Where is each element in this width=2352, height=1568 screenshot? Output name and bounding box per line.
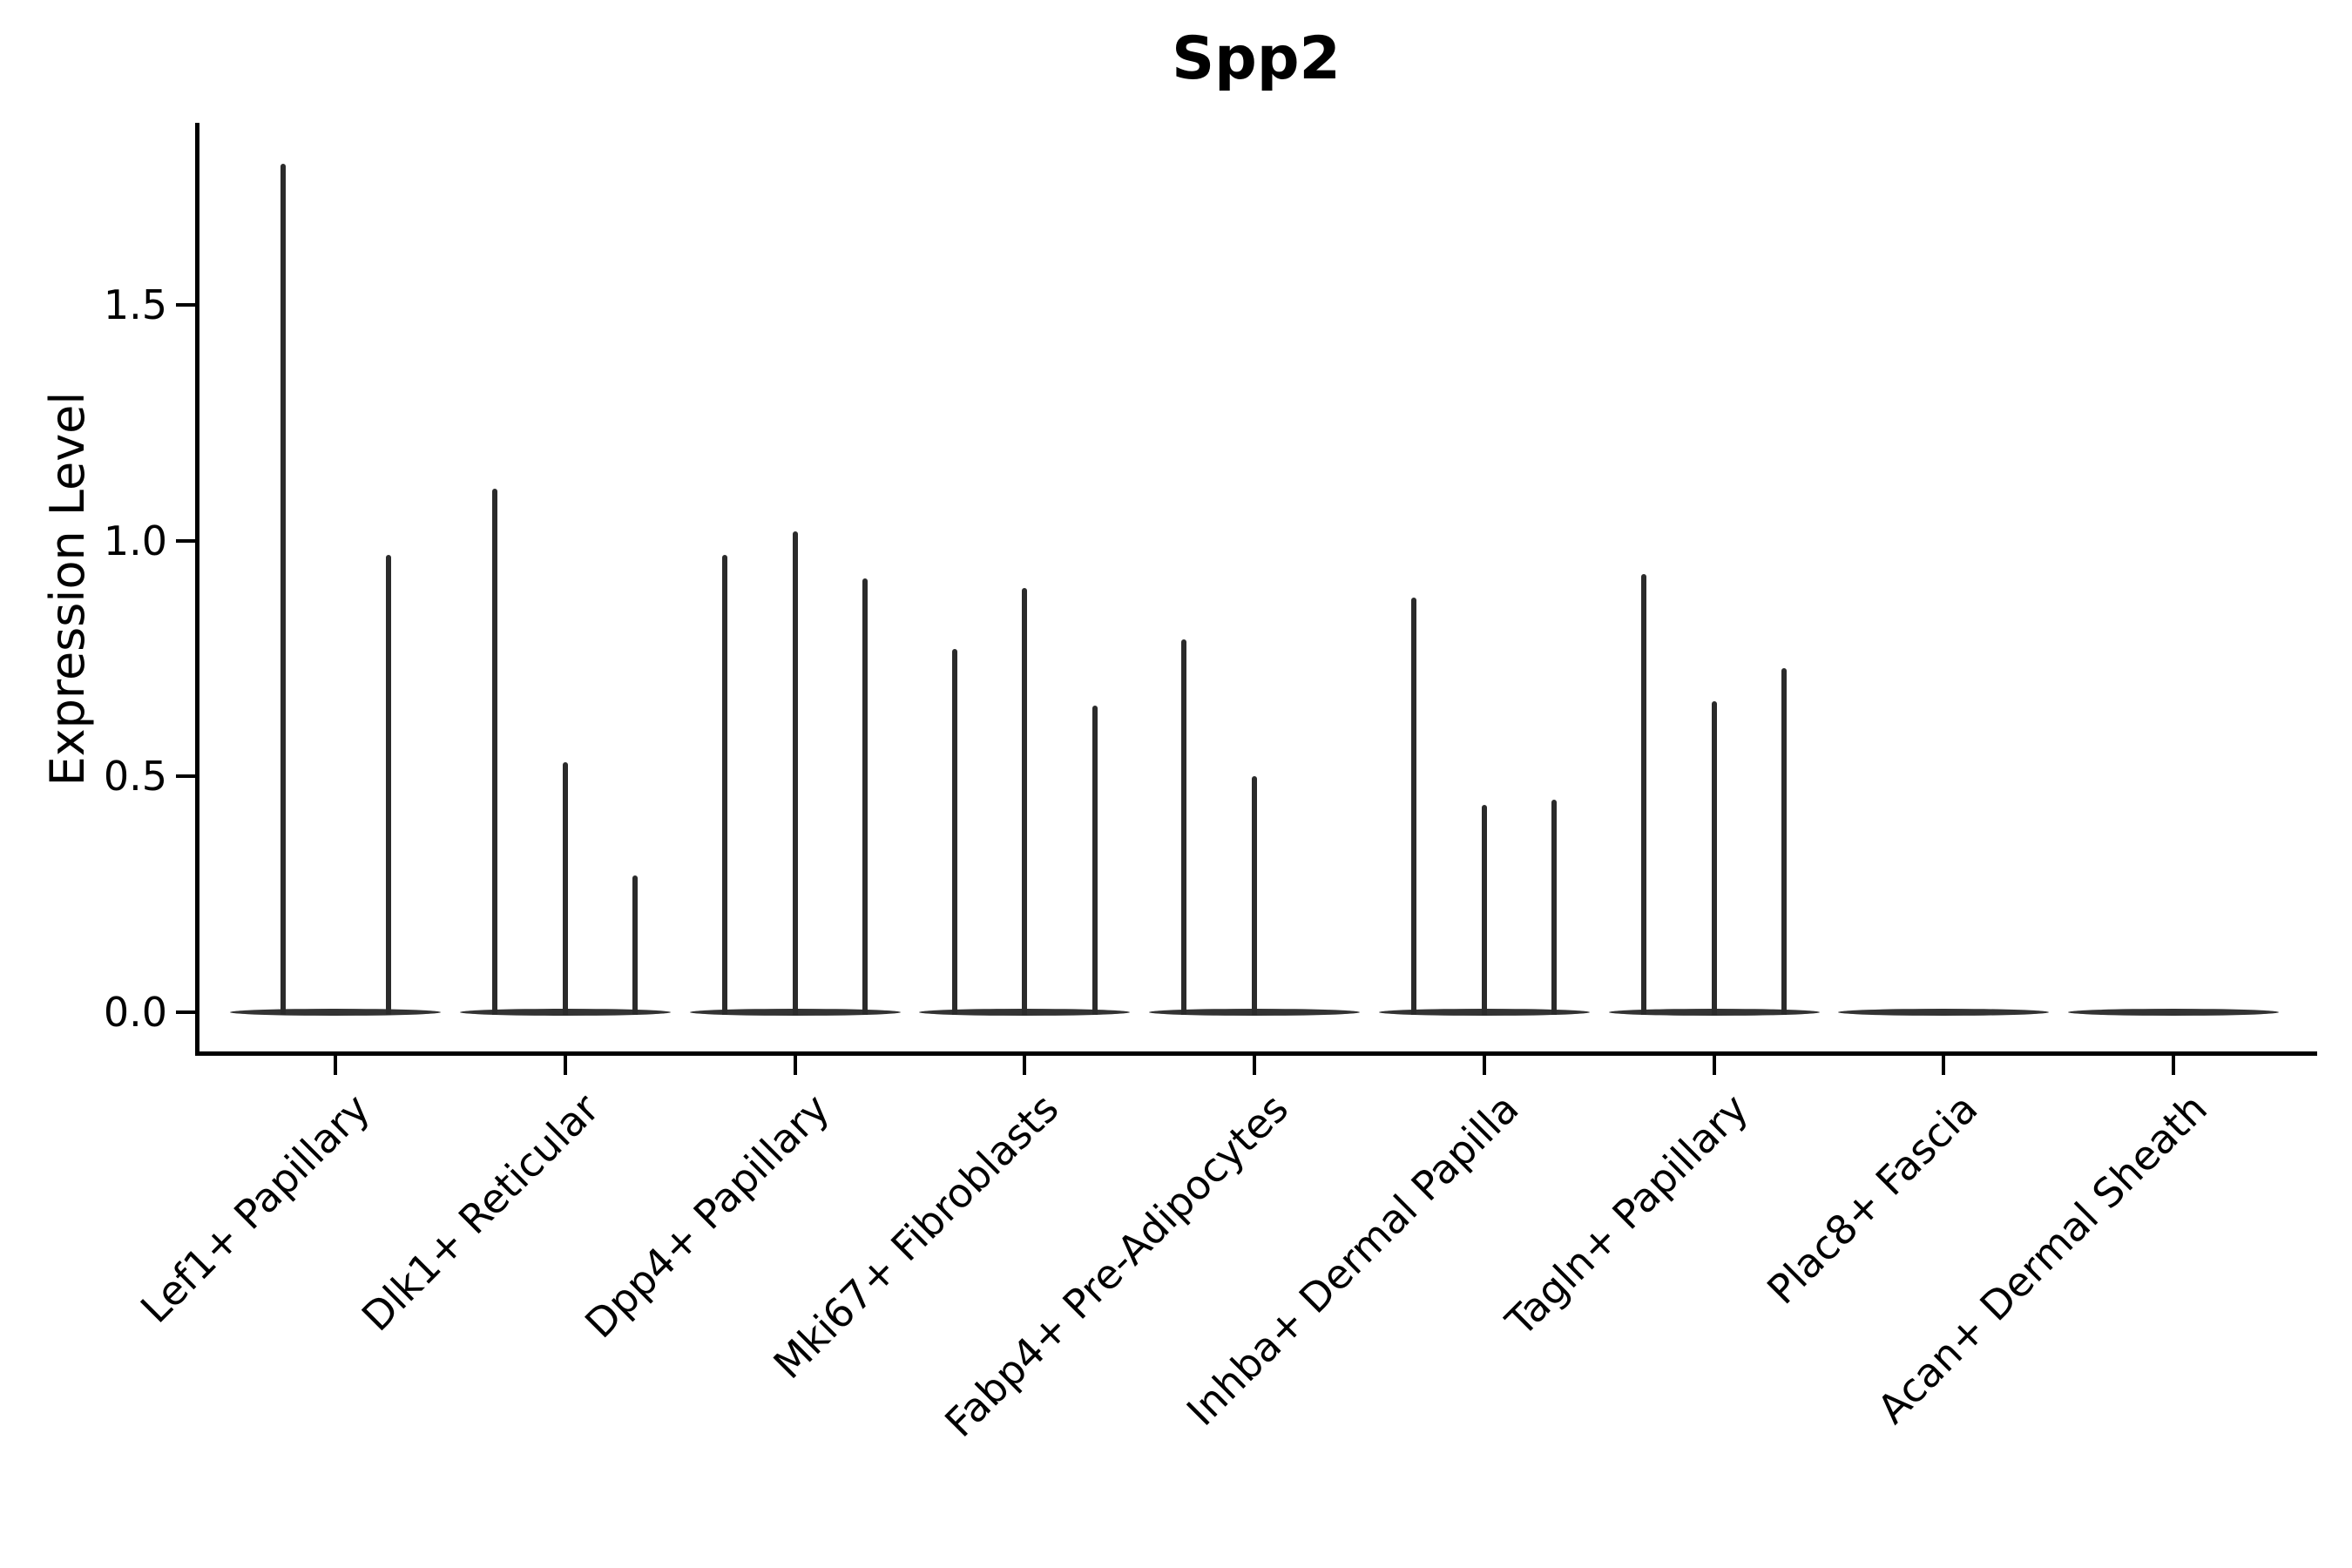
- violin-spike: [280, 163, 286, 1015]
- violin-baseline: [2068, 1009, 2279, 1016]
- violin-spike: [792, 531, 798, 1015]
- violin-spike: [1092, 706, 1098, 1015]
- y-tick-mark: [176, 538, 195, 543]
- y-tick-label: 0.0: [103, 989, 167, 1036]
- x-tick-mark: [1942, 1056, 1946, 1075]
- x-tick-label: Lef1+ Papillary: [131, 1085, 379, 1333]
- x-tick-mark: [1482, 1056, 1486, 1075]
- y-tick-label: 1.5: [103, 281, 167, 328]
- x-tick-mark: [1023, 1056, 1027, 1075]
- violin-spike: [721, 554, 727, 1015]
- x-tick-mark: [793, 1056, 797, 1075]
- violin-spike: [385, 554, 391, 1015]
- violin-spike: [562, 762, 568, 1015]
- y-tick-mark: [176, 774, 195, 779]
- x-tick-mark: [563, 1056, 567, 1075]
- chart-title: Spp2: [1172, 24, 1341, 93]
- y-tick-label: 0.5: [103, 753, 167, 801]
- violin-spike: [1481, 804, 1487, 1015]
- y-axis-spine: [195, 123, 199, 1056]
- y-tick-mark: [176, 1010, 195, 1014]
- violin-spike: [1252, 776, 1257, 1015]
- y-tick-mark: [176, 303, 195, 307]
- violin-spike: [951, 649, 957, 1015]
- x-tick-mark: [1253, 1056, 1256, 1075]
- x-tick-mark: [1712, 1056, 1716, 1075]
- x-tick-mark: [334, 1056, 337, 1075]
- violin-spike: [862, 578, 868, 1015]
- violin-spike: [1411, 597, 1417, 1015]
- violin-spike: [1640, 573, 1646, 1015]
- y-tick-label: 1.0: [103, 517, 167, 564]
- x-tick-mark: [2172, 1056, 2175, 1075]
- violin-spike: [1181, 639, 1187, 1015]
- x-tick-label: Dlk1+ Reticular: [352, 1085, 609, 1341]
- violin-spike: [1551, 800, 1558, 1015]
- x-tick-label: Plac8+ Fascia: [1758, 1085, 1987, 1314]
- violin-spike: [1711, 700, 1717, 1015]
- y-axis-label: Expression Level: [40, 391, 95, 787]
- x-axis-spine: [195, 1051, 2317, 1056]
- violin-spike: [1781, 667, 1788, 1015]
- violin-spike: [632, 875, 639, 1015]
- violin-spike: [492, 489, 498, 1015]
- violin-spike: [1022, 587, 1028, 1015]
- violin-baseline: [230, 1009, 441, 1016]
- x-tick-label: Tagln+ Papillary: [1496, 1085, 1757, 1346]
- x-tick-label: Dpp4+ Papillary: [575, 1085, 838, 1348]
- violin-baseline: [1838, 1009, 2050, 1016]
